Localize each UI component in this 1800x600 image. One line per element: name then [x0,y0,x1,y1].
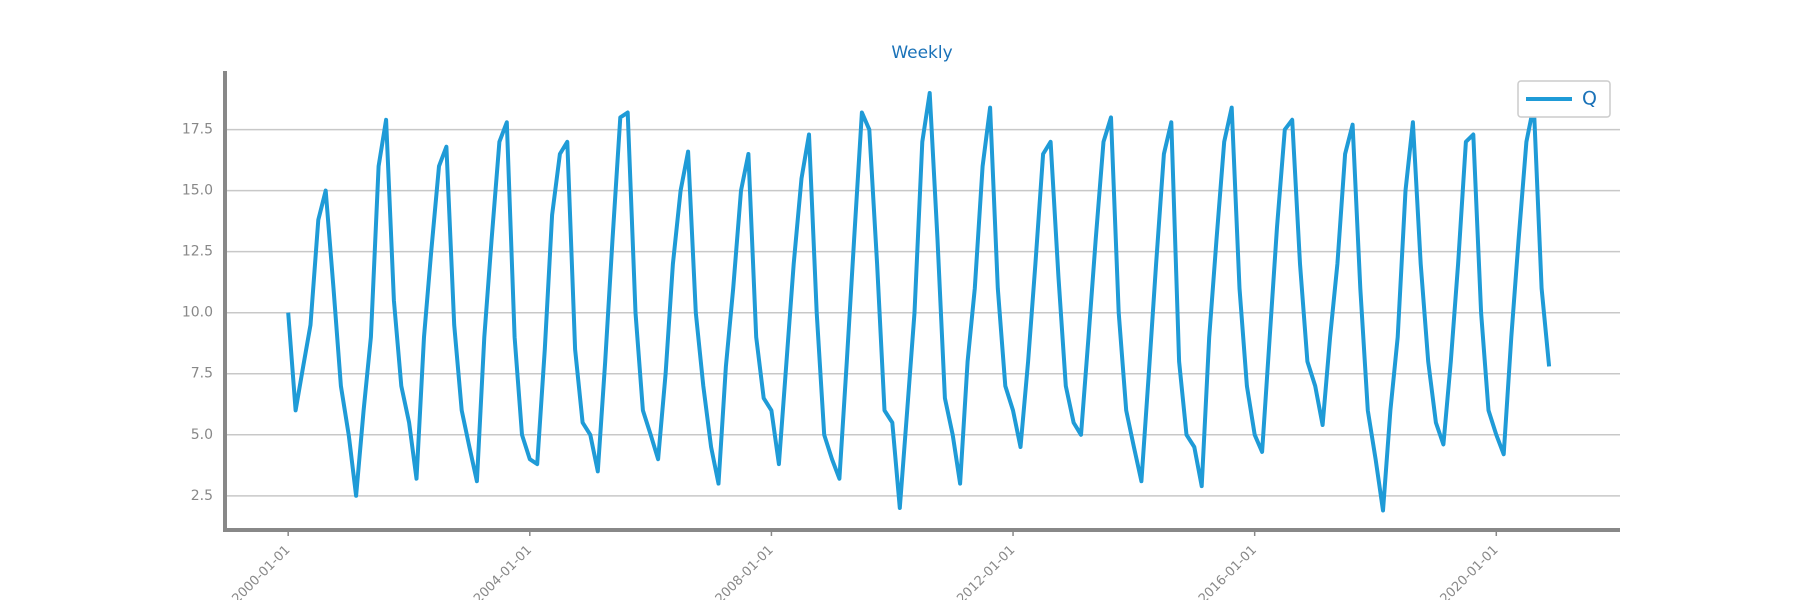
y-tick-label: 2.5 [191,488,213,504]
x-tick-label: 2004-01-01 [471,543,535,600]
chart-title: Weekly [891,43,952,63]
x-tick-label: 2020-01-01 [1438,543,1502,600]
line-series [286,91,1552,513]
x-tick-label: 2012-01-01 [954,543,1018,600]
y-tick-label: 10.0 [182,305,213,321]
y-tick-label: 7.5 [191,366,213,382]
x-tick-label: 2016-01-01 [1196,543,1260,600]
x-tick-label: 2008-01-01 [713,543,777,600]
x-tick-label: 2000-01-01 [229,543,293,600]
y-tick-label: 15.0 [182,183,213,199]
y-tick-label: 17.5 [182,122,213,138]
y-tick-label: 5.0 [191,427,213,443]
legend-label: Q [1582,88,1597,110]
y-tick-label: 12.5 [182,244,213,260]
legend: Q [1517,80,1611,118]
